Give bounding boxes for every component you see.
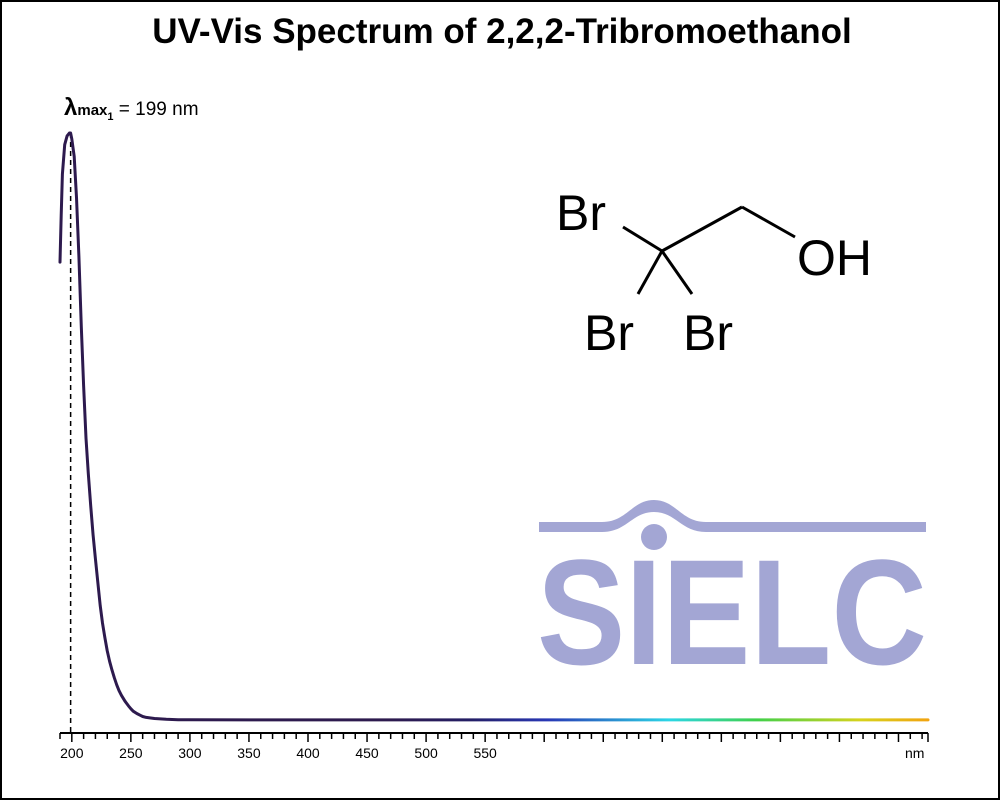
x-tick-label: 300 [178,745,202,761]
bond-c1-br-top [623,227,662,251]
x-axis-ticks [60,733,928,742]
atom-br-left: Br [584,305,634,361]
logo-text: SIELC [537,528,927,696]
bond-c1-c2 [662,207,742,251]
atom-br-top: Br [556,185,606,241]
x-tick-label: 200 [60,745,84,761]
bond-c2-o [742,207,795,237]
x-tick-label: 450 [355,745,379,761]
x-axis-unit-label: nm [905,745,924,761]
x-tick-label: 350 [237,745,261,761]
atom-br-right: Br [683,305,733,361]
x-tick-label: 550 [473,745,497,761]
x-tick-label: 250 [119,745,143,761]
molecule-structure: Br OH Br Br [556,185,872,361]
x-tick-label: 400 [296,745,320,761]
x-tick-label: 500 [414,745,438,761]
bond-c1-br-left [638,251,662,294]
sielc-logo: SIELC [537,500,927,696]
bond-c1-br-right [662,251,692,294]
x-axis-tick-labels: 200 250 300 350 400 450 500 550 [60,745,497,761]
atom-oh: OH [797,230,872,286]
